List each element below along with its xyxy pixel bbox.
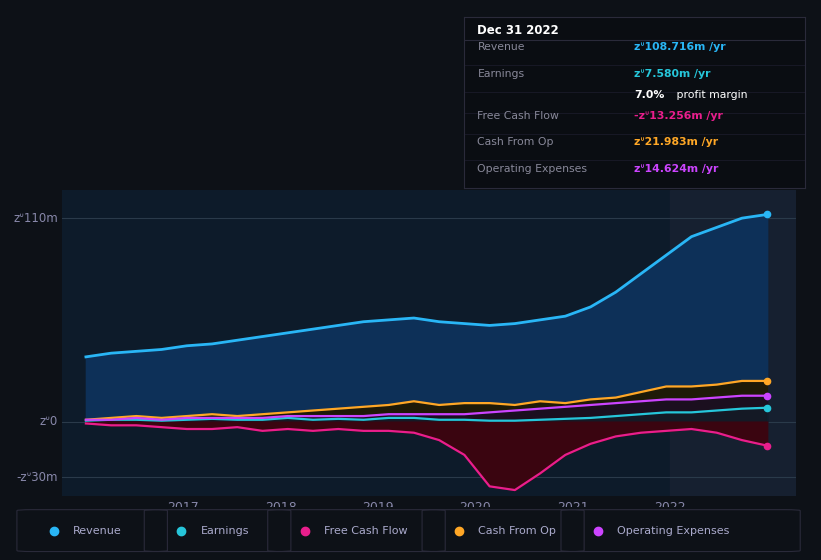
Text: profit margin: profit margin bbox=[673, 90, 748, 100]
Text: zᐡ7.580m /yr: zᐡ7.580m /yr bbox=[635, 69, 711, 79]
Text: Cash From Op: Cash From Op bbox=[479, 526, 557, 535]
Text: Dec 31 2022: Dec 31 2022 bbox=[478, 25, 559, 38]
Text: Earnings: Earnings bbox=[478, 69, 525, 79]
Text: Operating Expenses: Operating Expenses bbox=[617, 526, 730, 535]
Text: Revenue: Revenue bbox=[73, 526, 122, 535]
Text: Operating Expenses: Operating Expenses bbox=[478, 164, 588, 174]
Text: zᐡ21.983m /yr: zᐡ21.983m /yr bbox=[635, 137, 718, 147]
Text: -zᐡ13.256m /yr: -zᐡ13.256m /yr bbox=[635, 111, 723, 121]
Text: zᐡ108.716m /yr: zᐡ108.716m /yr bbox=[635, 41, 726, 52]
Text: Cash From Op: Cash From Op bbox=[478, 137, 554, 147]
Text: Earnings: Earnings bbox=[200, 526, 249, 535]
Text: zᐡ110m: zᐡ110m bbox=[13, 212, 58, 225]
Text: Free Cash Flow: Free Cash Flow bbox=[478, 111, 559, 121]
Bar bbox=[670, 190, 796, 496]
Text: zᐡ14.624m /yr: zᐡ14.624m /yr bbox=[635, 164, 718, 174]
Text: 7.0%: 7.0% bbox=[635, 90, 664, 100]
Text: -zᐡ30m: -zᐡ30m bbox=[16, 470, 58, 484]
Text: Free Cash Flow: Free Cash Flow bbox=[324, 526, 408, 535]
Text: zᐡ0: zᐡ0 bbox=[39, 415, 58, 428]
Text: Revenue: Revenue bbox=[478, 41, 525, 52]
